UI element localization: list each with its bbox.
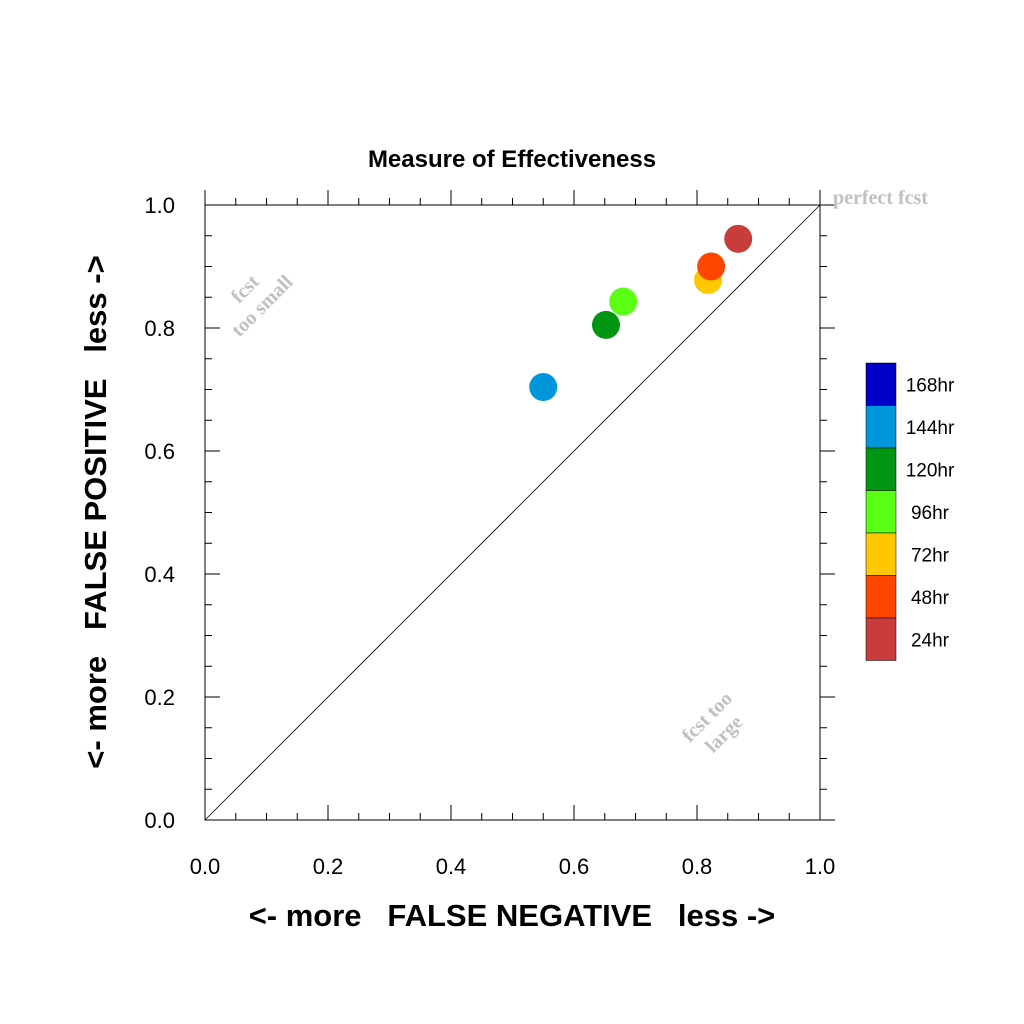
point-48hr bbox=[697, 252, 726, 281]
legend-label-120hr: 120hr bbox=[906, 460, 955, 481]
axis-ticks: 0.0 0.2 0.4 0.6 0.8 1.0 0.0 0.2 0.4 0.6 0.8 1.0 bbox=[144, 190, 835, 879]
y-tick-label: 0.2 bbox=[144, 685, 175, 710]
y-tick-label: 0.0 bbox=[144, 808, 175, 833]
x-tick-label: 1.0 bbox=[805, 854, 836, 879]
legend-label-72hr: 72hr bbox=[911, 545, 950, 566]
legend-label-168hr: 168hr bbox=[906, 375, 955, 396]
legend-swatch-48hr bbox=[865, 575, 897, 619]
x-tick-label: 0.8 bbox=[682, 854, 713, 879]
too-large-annotation: fcst too large bbox=[678, 688, 748, 758]
perfect-forecast-line bbox=[204, 204, 821, 821]
legend-swatch-72hr bbox=[865, 532, 897, 576]
legend-label-24hr: 24hr bbox=[911, 630, 950, 651]
x-tick-label: 0.4 bbox=[436, 854, 467, 879]
too-small-annotation: fcst too small bbox=[227, 271, 298, 342]
y-tick-label: 0.6 bbox=[144, 439, 175, 464]
legend-swatch-24hr bbox=[865, 617, 897, 661]
point-96hr bbox=[609, 287, 638, 316]
x-tick-label: 0.6 bbox=[559, 854, 590, 879]
legend-swatch-120hr bbox=[865, 447, 897, 491]
data-points bbox=[529, 224, 753, 402]
point-120hr bbox=[591, 310, 620, 339]
point-24hr bbox=[724, 224, 753, 253]
y-tick-label: 0.4 bbox=[144, 562, 175, 587]
chart-title: Measure of Effectiveness bbox=[368, 146, 656, 173]
legend-swatch-144hr bbox=[865, 405, 897, 449]
legend-label-96hr: 96hr bbox=[911, 503, 950, 524]
point-144hr bbox=[529, 373, 558, 402]
y-axis-label: <- more FALSE POSITIVE less -> bbox=[78, 255, 113, 768]
legend-swatch-96hr bbox=[865, 490, 897, 534]
y-tick-label: 0.8 bbox=[144, 316, 175, 341]
legend-swatch-168hr bbox=[865, 362, 897, 406]
x-axis-label: <- more FALSE NEGATIVE less -> bbox=[249, 898, 776, 933]
legend-label-48hr: 48hr bbox=[911, 588, 950, 609]
x-tick-label: 0.0 bbox=[190, 854, 221, 879]
y-tick-label: 1.0 bbox=[144, 193, 175, 218]
x-tick-label: 0.2 bbox=[313, 854, 344, 879]
legend-label-144hr: 144hr bbox=[906, 418, 955, 439]
reference-line-group bbox=[204, 204, 821, 821]
legend: 168hr 144hr 120hr 96hr 72hr 48hr 24hr bbox=[865, 362, 955, 661]
perfect-forecast-annotation: perfect fcst bbox=[833, 187, 928, 209]
